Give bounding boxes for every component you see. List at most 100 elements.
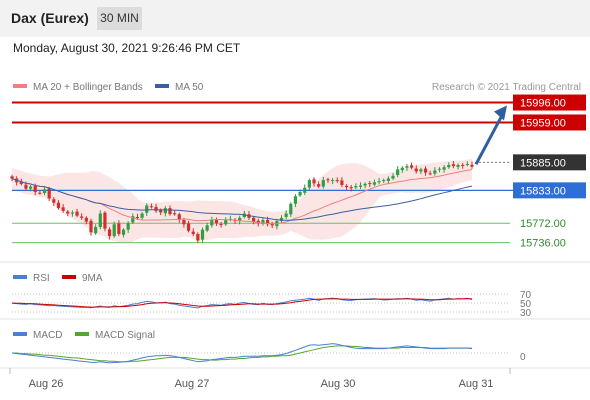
candle-body <box>38 192 42 194</box>
candle-body <box>261 219 265 225</box>
candle-body <box>140 213 144 218</box>
bollinger-bands <box>12 158 472 244</box>
target-label: 15736.00 <box>520 238 566 250</box>
candle-body <box>284 213 288 218</box>
candle-body <box>168 208 172 215</box>
candle-body <box>461 165 465 167</box>
candle-body <box>335 180 339 182</box>
candle-body <box>423 168 428 173</box>
candle-body <box>177 214 181 220</box>
x-tick-label: Aug 27 <box>175 378 210 390</box>
target-label: 15772.00 <box>520 218 566 230</box>
candle-body <box>298 191 302 196</box>
candle-body <box>219 224 223 226</box>
x-tick-label: Aug 31 <box>459 378 494 390</box>
rsi-ma-legend-swatch <box>62 275 76 279</box>
chart-frame: MA 20 + Bollinger Bands MA 50 Research ©… <box>0 82 590 374</box>
candle-body <box>344 185 349 188</box>
candle-body <box>28 186 33 189</box>
candle-body <box>205 225 209 231</box>
candle-body <box>145 205 149 213</box>
ma20-legend-swatch <box>13 84 27 88</box>
support-tag <box>513 182 586 199</box>
candle-body <box>331 180 335 182</box>
x-tick-label: Aug 26 <box>29 378 64 390</box>
pivot-label: 15885.00 <box>520 157 566 169</box>
candle-body <box>451 164 456 167</box>
instrument-title: Dax (Eurex) <box>11 10 89 26</box>
candle-body <box>252 217 256 222</box>
candle-body <box>428 173 432 175</box>
candle-body <box>289 203 293 215</box>
candle-body <box>89 220 93 233</box>
candle-body <box>391 175 395 179</box>
candle-body <box>409 165 414 168</box>
candle-body <box>191 231 195 234</box>
rsi-ma-line <box>11 298 473 308</box>
candle-body <box>256 220 260 224</box>
timeframe-button[interactable]: 30 MIN <box>97 7 142 30</box>
candle-body <box>368 183 372 185</box>
macd-signal-line <box>12 345 472 363</box>
macd-line <box>11 343 473 364</box>
ma50-legend-label: MA 50 <box>175 82 204 93</box>
candle-body <box>56 202 61 209</box>
candle-body <box>149 206 153 208</box>
candle-body <box>66 211 70 214</box>
candle-body <box>386 178 390 181</box>
macd-signal-legend-label: MACD Signal <box>95 330 155 341</box>
candle-body <box>117 223 121 234</box>
projection-arrow-shaft <box>474 112 505 166</box>
resistance-label: 15959.00 <box>520 117 566 129</box>
candle-body <box>84 217 88 222</box>
candle-body <box>135 217 140 219</box>
candle-body <box>182 219 186 225</box>
candle-body <box>470 164 474 167</box>
ma20-legend-label: MA 20 + Bollinger Bands <box>33 82 143 93</box>
candle-body <box>154 207 158 211</box>
pivot-tag <box>513 154 586 171</box>
candle-body <box>121 229 126 235</box>
macd-legend-label: MACD <box>33 330 62 341</box>
candle-body <box>159 210 163 213</box>
candle-body <box>456 165 460 167</box>
watermark: Research © 2021 Trading Central <box>432 82 581 93</box>
rsi-level-label: 50 <box>520 299 532 310</box>
candle-body <box>61 207 65 211</box>
candle-body <box>326 179 330 181</box>
ma50-legend-swatch <box>155 84 169 88</box>
candle-body <box>312 179 316 184</box>
candle-body <box>270 223 274 226</box>
candle-body <box>382 180 386 182</box>
candle-body <box>10 176 14 179</box>
candle-body <box>405 166 409 168</box>
candle-body <box>349 187 353 189</box>
candle-body <box>33 185 37 192</box>
candle-body <box>400 167 404 171</box>
candle-body <box>317 184 321 187</box>
candle-body <box>321 180 325 187</box>
candle-body <box>265 219 270 225</box>
rsi-legend-label: RSI <box>33 273 50 284</box>
resistance-tag <box>513 114 586 131</box>
candle-body <box>396 169 400 175</box>
candle-body <box>340 180 344 185</box>
candle-body <box>200 229 205 240</box>
macd-legend-swatch <box>13 332 27 336</box>
candle-body <box>224 219 228 225</box>
candle-body <box>414 168 418 172</box>
candle-body <box>186 223 191 231</box>
candle-body <box>19 181 23 184</box>
candle-body <box>465 163 469 165</box>
support-label: 15833.00 <box>520 185 566 197</box>
candle-body <box>70 212 75 214</box>
candle-body <box>52 199 56 203</box>
bollinger-band-area <box>12 158 472 244</box>
rsi-ma-legend-label: 9MA <box>82 273 103 284</box>
candle-body <box>163 208 167 214</box>
candle-body <box>354 186 358 188</box>
macd-panel: 0 <box>11 343 526 364</box>
candle-body <box>437 168 442 170</box>
